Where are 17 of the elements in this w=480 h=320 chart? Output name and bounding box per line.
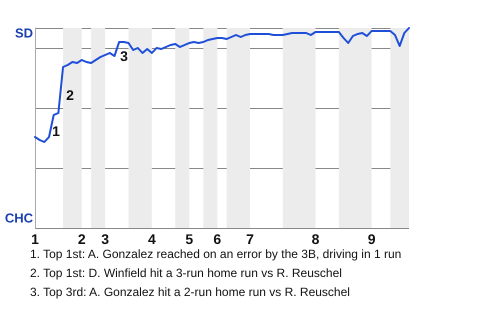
annotation: 1 bbox=[52, 123, 60, 139]
x-tick-label: 4 bbox=[148, 231, 156, 247]
text: 1. Top 1st: A. Gonzalez reached on an error by the 3B, driving in 1 run bbox=[30, 247, 402, 261]
x-tick-label: 2 bbox=[78, 231, 86, 247]
x-tick-label: 8 bbox=[312, 231, 320, 247]
x-tick-label: 3 bbox=[101, 231, 110, 247]
x-tick-label: 5 bbox=[185, 231, 194, 247]
text: SD bbox=[14, 26, 33, 40]
text: CHC bbox=[4, 210, 34, 226]
annotation: 2 bbox=[66, 87, 74, 103]
x-tick-label: 7 bbox=[246, 231, 254, 247]
x-tick-label: 9 bbox=[368, 231, 376, 247]
x-tick-label: 1 bbox=[31, 231, 40, 247]
text: 3. Top 3rd: A. Gonzalez hit a 2-run home run vs R. Reuschel bbox=[30, 285, 350, 299]
x-tick-label: 6 bbox=[213, 231, 222, 247]
text: 2. Top 1st: D. Winfield hit a 3-run home run vs R. Reuschel bbox=[30, 266, 342, 280]
annotation: 3 bbox=[120, 48, 128, 64]
